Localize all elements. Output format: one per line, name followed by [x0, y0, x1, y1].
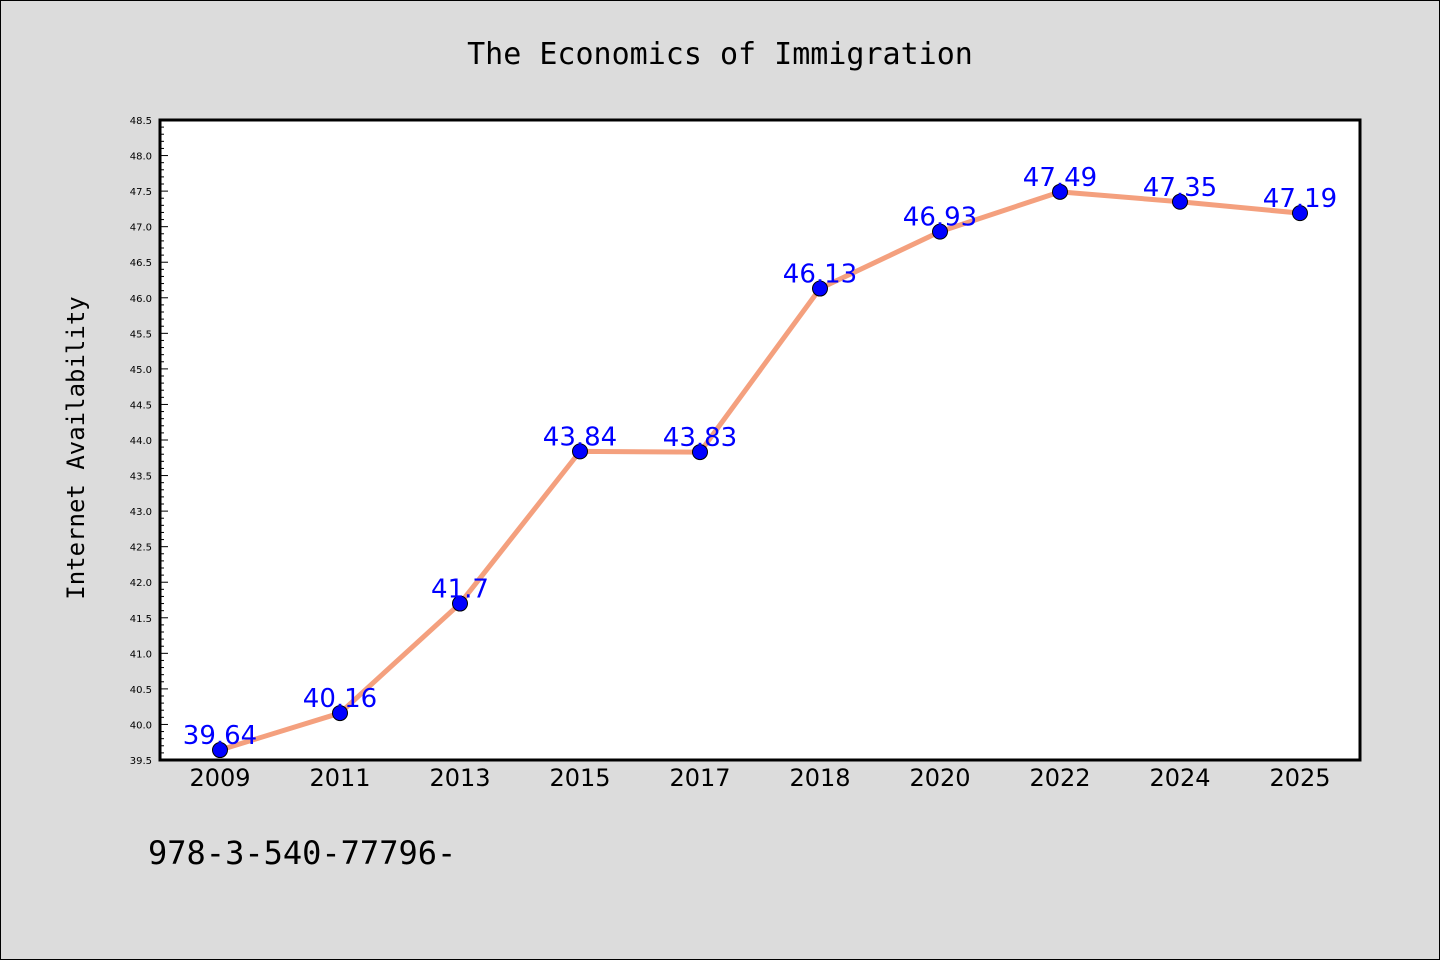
data-point-marker	[212, 742, 228, 759]
y-tick-label: 47.0	[130, 223, 152, 234]
y-tick-label: 46.5	[130, 258, 152, 269]
data-point-marker	[812, 280, 828, 297]
data-point-marker	[332, 705, 348, 722]
data-point-marker	[1052, 183, 1068, 200]
x-tick-label: 2025	[1269, 764, 1330, 792]
x-tick-label: 2009	[189, 764, 250, 792]
y-tick-label: 47.5	[130, 187, 152, 198]
y-axis-ticks: 39.5 40.0 40.5 41.0 41.5 42.0 42.5 43.0 43.5 44.0…	[130, 116, 168, 767]
y-tick-label: 39.5	[130, 756, 152, 767]
y-tick-label: 40.0	[130, 720, 152, 731]
y-tick-label: 46.0	[130, 294, 152, 305]
x-axis-ticks: 2009 2011 2013 2015 2017 2018 2020 2022 2024 2025	[189, 764, 1330, 792]
data-point-marker	[1292, 205, 1308, 222]
y-axis-label: Internet Availability	[62, 296, 90, 599]
y-tick-label: 40.5	[130, 685, 152, 696]
y-tick-label: 48.0	[130, 152, 152, 163]
y-tick-label: 41.0	[130, 649, 152, 660]
data-point-marker	[1172, 193, 1188, 210]
data-label: 47.19	[1263, 184, 1337, 214]
y-tick-label: 45.5	[130, 329, 152, 340]
data-labels: 39.64 40.16 41.7 43.84 43.83 46.13 46.93 47.49 4…	[183, 163, 1337, 751]
data-point-marker	[572, 443, 588, 460]
x-tick-label: 2018	[789, 764, 850, 792]
data-label: 46.93	[903, 203, 977, 233]
x-tick-label: 2020	[909, 764, 970, 792]
plot-border	[158, 118, 1362, 762]
series-line-group	[217, 189, 1303, 753]
plot-area	[160, 120, 1360, 760]
chart-title: The Economics of Immigration	[467, 37, 973, 72]
data-label: 39.64	[183, 721, 257, 751]
x-tick-label: 2022	[1029, 764, 1090, 792]
y-tick-label: 42.0	[130, 578, 152, 589]
data-label: 40.16	[303, 684, 377, 714]
x-tick-label: 2011	[309, 764, 370, 792]
y-tick-label: 45.0	[130, 365, 152, 376]
y-tick-label: 43.5	[130, 472, 152, 483]
y-tick-label: 43.0	[130, 507, 152, 518]
y-tick-label: 44.5	[130, 400, 152, 411]
x-tick-label: 2015	[549, 764, 610, 792]
y-tick-label: 48.5	[130, 116, 152, 127]
series-line	[217, 189, 1303, 753]
y-tick-label: 44.0	[130, 436, 152, 447]
data-label: 47.49	[1023, 163, 1097, 193]
data-label: 43.84	[543, 422, 617, 452]
data-point-marker	[452, 595, 468, 612]
data-point-marker	[932, 223, 948, 240]
data-point-marker	[692, 444, 708, 461]
x-tick-label: 2013	[429, 764, 490, 792]
y-tick-label: 42.5	[130, 543, 152, 554]
footer-text: 978-3-540-77796-	[148, 834, 456, 872]
data-label: 43.83	[663, 423, 737, 453]
data-markers	[212, 183, 1308, 759]
data-label: 47.35	[1143, 173, 1217, 203]
x-tick-label: 2024	[1149, 764, 1210, 792]
data-label: 41.7	[431, 575, 489, 605]
y-tick-label: 41.5	[130, 614, 152, 625]
data-label: 46.13	[783, 260, 857, 290]
x-tick-label: 2017	[669, 764, 730, 792]
